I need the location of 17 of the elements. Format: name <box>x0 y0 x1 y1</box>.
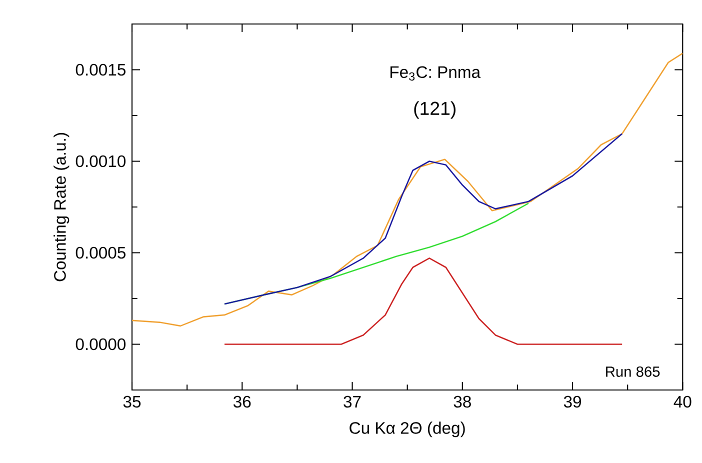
line-series <box>132 52 683 327</box>
annotation: (121) <box>414 101 456 119</box>
x-tick-label: 36 <box>233 396 251 408</box>
y-axis-title: Counting Rate (a.u.) <box>54 133 70 282</box>
x-tick-label: 37 <box>344 396 361 408</box>
y-tick-label: 0.0000 <box>76 338 126 350</box>
line-series <box>224 133 623 305</box>
x-axis-title: Cu Kα 2Θ (deg) <box>350 422 465 438</box>
x-tick-label: 35 <box>123 396 141 408</box>
y-tick-label: 0.0010 <box>76 155 126 168</box>
x-tick-label: 39 <box>564 396 582 408</box>
y-tick-label: 0.0015 <box>76 64 126 76</box>
annotation: Fe$_{3}$C: Pnma <box>390 66 481 81</box>
x-tick-label: 40 <box>674 396 692 408</box>
annotation: Run 865 <box>606 366 660 377</box>
x-tick-label: 38 <box>454 396 471 408</box>
y-tick-label: 0.0005 <box>76 246 126 259</box>
